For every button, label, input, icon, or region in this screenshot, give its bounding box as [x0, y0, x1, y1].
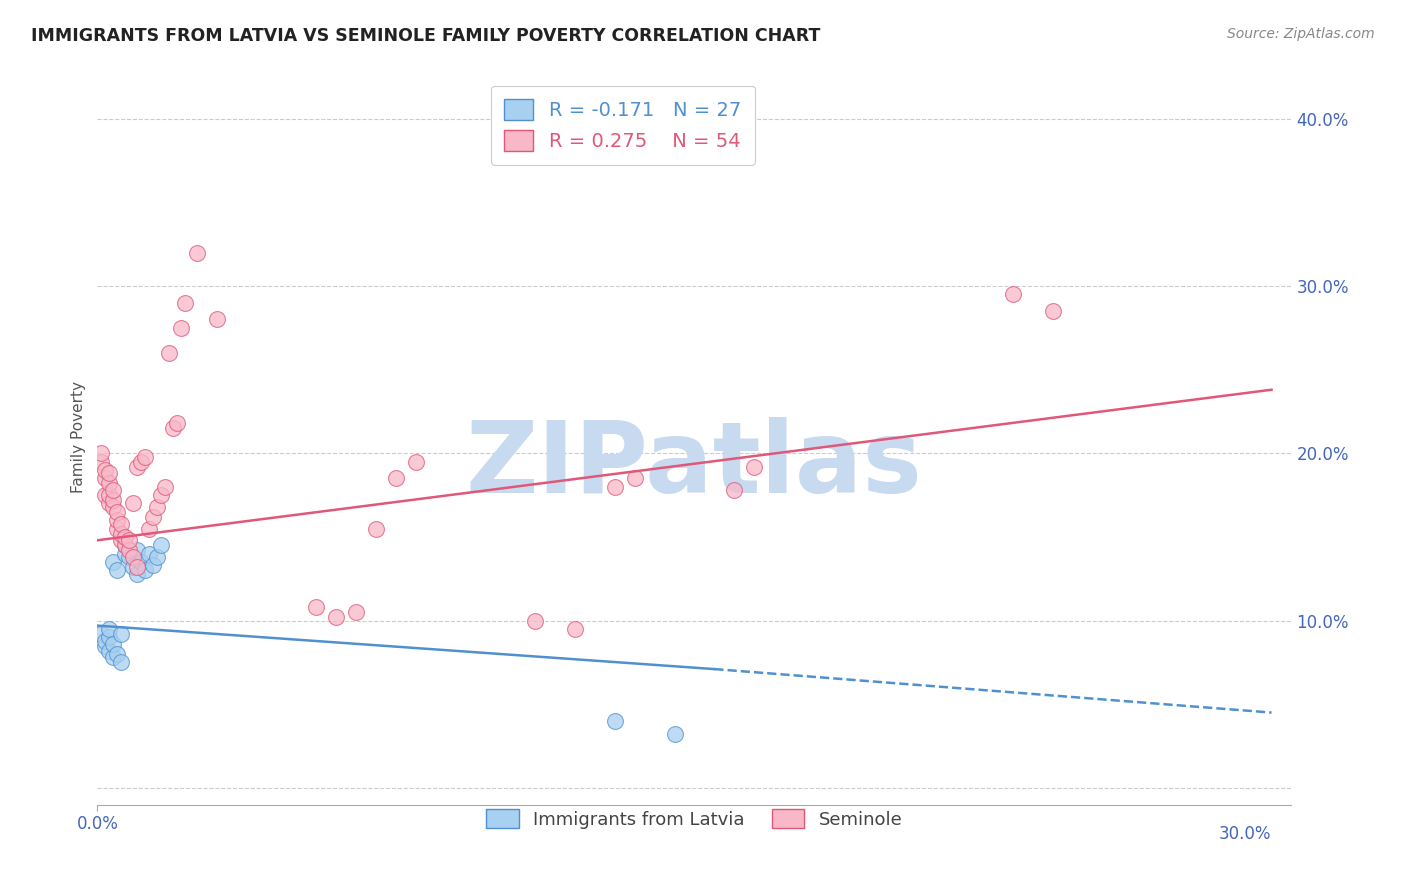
Point — [385, 471, 408, 485]
Point — [564, 622, 586, 636]
Point — [127, 543, 149, 558]
Point — [405, 455, 427, 469]
Point — [110, 516, 132, 531]
Point — [103, 483, 125, 497]
Point — [103, 493, 125, 508]
Point — [162, 421, 184, 435]
Legend: Immigrants from Latvia, Seminole: Immigrants from Latvia, Seminole — [479, 802, 910, 836]
Point — [90, 627, 112, 641]
Point — [114, 538, 136, 552]
Point — [98, 467, 121, 481]
Point — [344, 605, 367, 619]
Point — [205, 312, 228, 326]
Point — [170, 321, 193, 335]
Point — [105, 647, 128, 661]
Point — [98, 622, 121, 636]
Point — [524, 614, 547, 628]
Point — [129, 455, 152, 469]
Point — [98, 476, 121, 491]
Point — [122, 560, 145, 574]
Point — [603, 480, 626, 494]
Point — [118, 549, 141, 564]
Point — [146, 500, 169, 514]
Point — [110, 533, 132, 548]
Point — [127, 566, 149, 581]
Point — [105, 513, 128, 527]
Point — [110, 656, 132, 670]
Text: Source: ZipAtlas.com: Source: ZipAtlas.com — [1227, 27, 1375, 41]
Point — [664, 727, 686, 741]
Point — [114, 538, 136, 552]
Point — [364, 522, 387, 536]
Point — [127, 459, 149, 474]
Point — [122, 496, 145, 510]
Point — [174, 295, 197, 310]
Point — [105, 522, 128, 536]
Point — [98, 488, 121, 502]
Point — [142, 558, 165, 573]
Point — [122, 549, 145, 564]
Point — [105, 563, 128, 577]
Point — [103, 500, 125, 514]
Point — [114, 530, 136, 544]
Point — [305, 600, 328, 615]
Point — [114, 547, 136, 561]
Point — [110, 526, 132, 541]
Point — [94, 639, 117, 653]
Point — [134, 563, 156, 577]
Point — [142, 509, 165, 524]
Point — [94, 463, 117, 477]
Point — [138, 522, 160, 536]
Point — [90, 455, 112, 469]
Point — [157, 346, 180, 360]
Text: IMMIGRANTS FROM LATVIA VS SEMINOLE FAMILY POVERTY CORRELATION CHART: IMMIGRANTS FROM LATVIA VS SEMINOLE FAMIL… — [31, 27, 820, 45]
Text: ZIPatlas: ZIPatlas — [465, 417, 922, 515]
Point — [103, 637, 125, 651]
Point — [623, 471, 645, 485]
Point — [98, 496, 121, 510]
Point — [129, 555, 152, 569]
Point — [166, 416, 188, 430]
Point — [118, 533, 141, 548]
Point — [150, 538, 173, 552]
Point — [150, 488, 173, 502]
Point — [98, 643, 121, 657]
Point — [90, 446, 112, 460]
Point — [103, 555, 125, 569]
Point — [723, 483, 745, 497]
Point — [153, 480, 176, 494]
Point — [1001, 287, 1024, 301]
Point — [134, 450, 156, 464]
Point — [325, 610, 347, 624]
Point — [742, 459, 765, 474]
Text: 30.0%: 30.0% — [1219, 825, 1271, 843]
Point — [138, 547, 160, 561]
Point — [103, 650, 125, 665]
Point — [146, 549, 169, 564]
Point — [98, 630, 121, 644]
Point — [186, 245, 208, 260]
Point — [94, 488, 117, 502]
Point — [94, 633, 117, 648]
Y-axis label: Family Poverty: Family Poverty — [72, 381, 86, 492]
Point — [1042, 304, 1064, 318]
Point — [94, 471, 117, 485]
Point — [118, 543, 141, 558]
Point — [110, 627, 132, 641]
Point — [603, 714, 626, 728]
Point — [127, 560, 149, 574]
Point — [105, 505, 128, 519]
